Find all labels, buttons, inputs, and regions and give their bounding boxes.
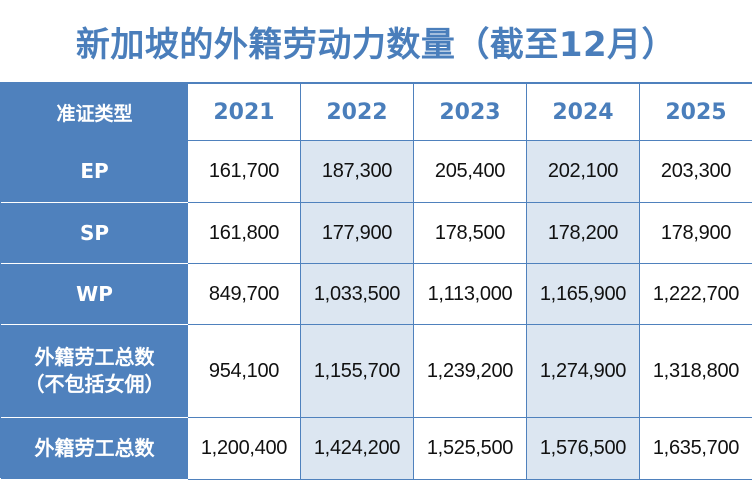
labor-table: 准证类型 2021 2022 2023 2024 2025 EP 161,700… <box>1 83 752 480</box>
table-cell: 1,200,400 <box>188 418 301 480</box>
table-cell: 1,525,500 <box>414 418 527 480</box>
table-row: SP 161,800 177,900 178,500 178,200 178,9… <box>2 203 752 264</box>
table-cell: 1,424,200 <box>301 418 414 480</box>
table-cell: 1,165,900 <box>527 264 640 325</box>
data-table-container: 准证类型 2021 2022 2023 2024 2025 EP 161,700… <box>0 82 752 478</box>
table-cell: 1,635,700 <box>640 418 752 480</box>
row-header: SP <box>2 203 188 264</box>
column-header: 2023 <box>414 84 527 141</box>
table-cell: 161,700 <box>188 141 301 203</box>
table-row: WP 849,700 1,033,500 1,113,000 1,165,900… <box>2 264 752 325</box>
row-header-line: 外籍劳工总数 <box>2 344 187 371</box>
table-cell: 203,300 <box>640 141 752 203</box>
table-cell: 178,200 <box>527 203 640 264</box>
table-row: 外籍劳工总数 （不包括女佣） 954,100 1,155,700 1,239,2… <box>2 325 752 418</box>
row-header: WP <box>2 264 188 325</box>
row-header-line: 外籍劳工总数 <box>2 435 187 462</box>
table-cell: 849,700 <box>188 264 301 325</box>
table-cell: 1,274,900 <box>527 325 640 418</box>
row-header: 外籍劳工总数 （不包括女佣） <box>2 325 188 418</box>
table-cell: 1,576,500 <box>527 418 640 480</box>
table-row: 外籍劳工总数 1,200,400 1,424,200 1,525,500 1,5… <box>2 418 752 480</box>
row-header-line: WP <box>2 281 187 308</box>
table-cell: 1,033,500 <box>301 264 414 325</box>
row-header: EP <box>2 141 188 203</box>
table-cell: 1,155,700 <box>301 325 414 418</box>
table-row: EP 161,700 187,300 205,400 202,100 203,3… <box>2 141 752 203</box>
table-cell: 1,113,000 <box>414 264 527 325</box>
row-header-line: SP <box>2 220 187 247</box>
table-cell: 1,318,800 <box>640 325 752 418</box>
column-header: 2024 <box>527 84 640 141</box>
table-cell: 161,800 <box>188 203 301 264</box>
column-header: 2025 <box>640 84 752 141</box>
column-header: 2021 <box>188 84 301 141</box>
table-cell: 177,900 <box>301 203 414 264</box>
row-header-line: EP <box>2 158 187 185</box>
table-cell: 178,900 <box>640 203 752 264</box>
table-cell: 954,100 <box>188 325 301 418</box>
table-cell: 202,100 <box>527 141 640 203</box>
table-cell: 187,300 <box>301 141 414 203</box>
row-header: 外籍劳工总数 <box>2 418 188 480</box>
column-header: 2022 <box>301 84 414 141</box>
table-cell: 1,239,200 <box>414 325 527 418</box>
header-label-cell: 准证类型 <box>2 84 188 141</box>
header-row: 准证类型 2021 2022 2023 2024 2025 <box>2 84 752 141</box>
table-cell: 178,500 <box>414 203 527 264</box>
page-title: 新加坡的外籍劳动力数量（截至12月） <box>0 0 752 82</box>
table-cell: 1,222,700 <box>640 264 752 325</box>
table-cell: 205,400 <box>414 141 527 203</box>
row-header-line: （不包括女佣） <box>2 371 187 398</box>
